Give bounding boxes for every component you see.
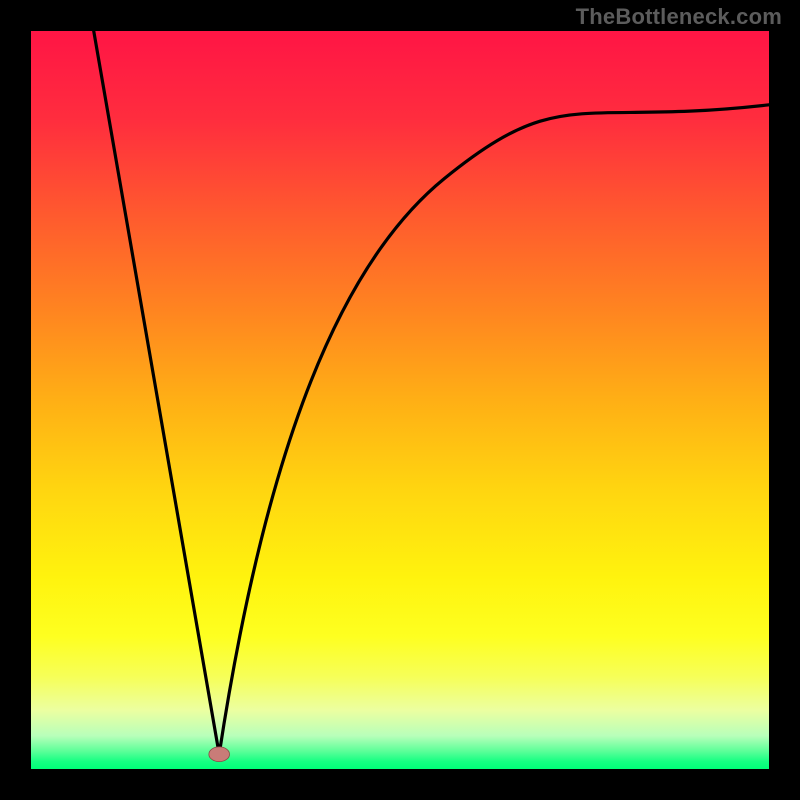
plot-background-gradient	[31, 31, 769, 769]
minimum-marker	[209, 747, 230, 762]
watermark-text: TheBottleneck.com	[576, 4, 782, 30]
chart-container: TheBottleneck.com	[0, 0, 800, 800]
bottleneck-chart	[0, 0, 800, 800]
